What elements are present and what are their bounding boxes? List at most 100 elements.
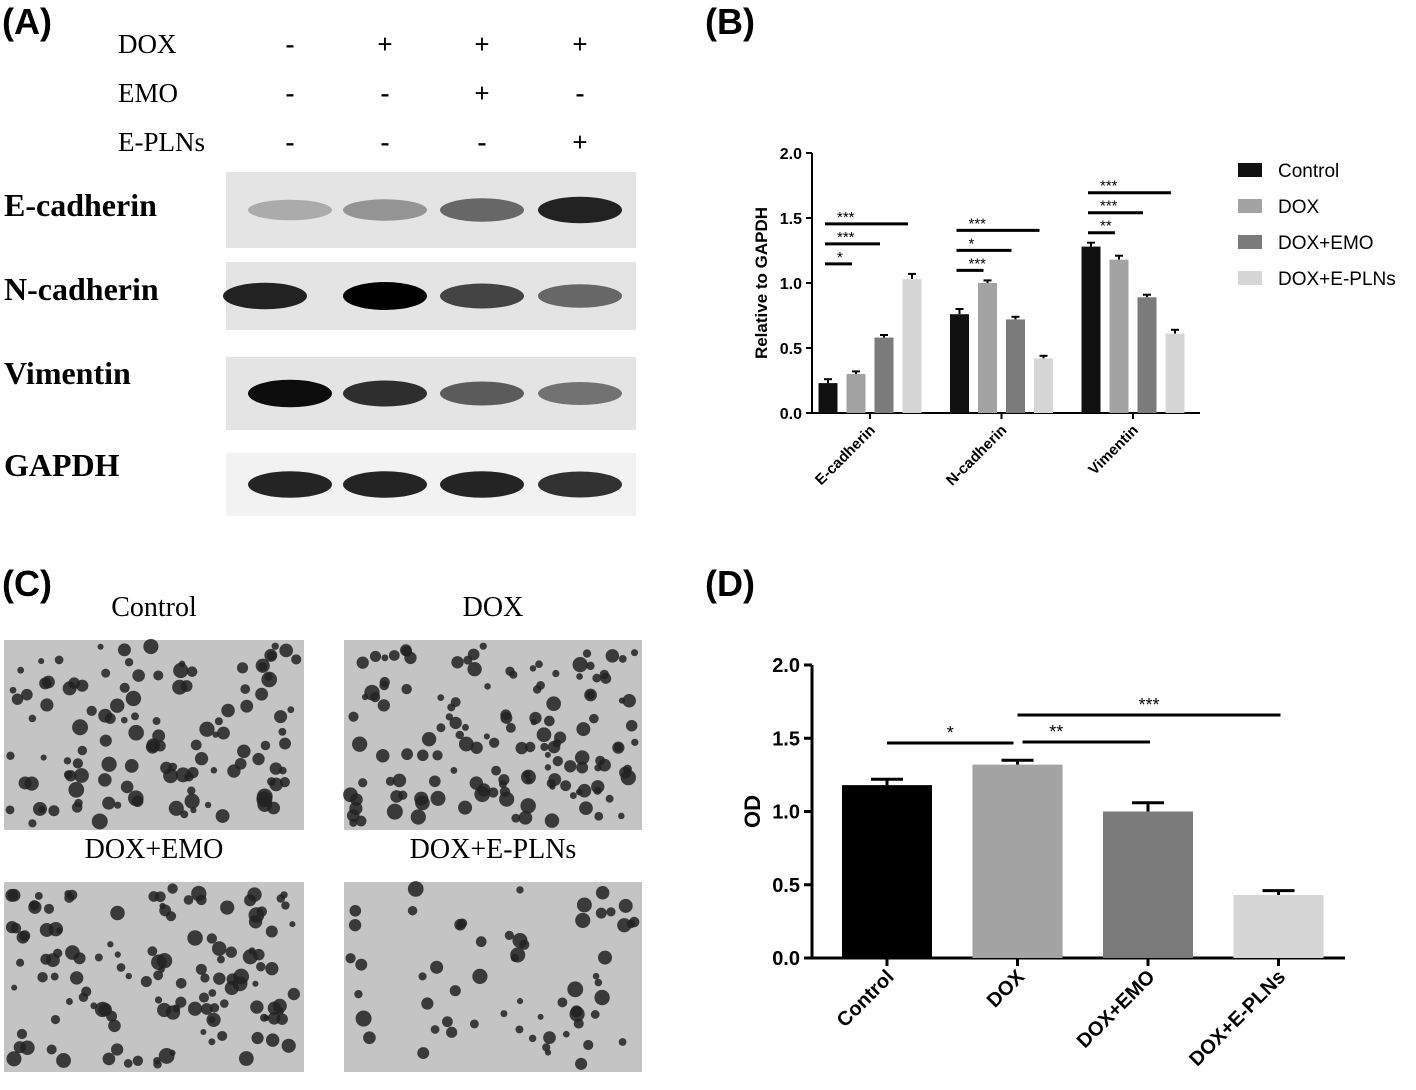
- cell: [32, 801, 47, 816]
- cell: [148, 891, 160, 902]
- cell: [469, 1019, 479, 1029]
- blot-band: [248, 379, 332, 408]
- cell: [483, 733, 490, 740]
- cell: [131, 712, 139, 721]
- cell: [532, 685, 542, 694]
- cell: [260, 740, 271, 751]
- cell: [470, 741, 483, 754]
- cell: [187, 930, 203, 946]
- cell: [101, 668, 111, 678]
- cell: [582, 649, 592, 658]
- x-tick-label: Control: [833, 966, 899, 1032]
- cell: [72, 758, 84, 769]
- cell: [180, 810, 189, 819]
- cell: [592, 972, 600, 980]
- bar: [1103, 811, 1193, 958]
- cell: [363, 1031, 376, 1045]
- cell: [264, 648, 278, 662]
- x-tick-label: DOX: [983, 966, 1030, 1013]
- cell: [272, 998, 287, 1013]
- cell: [123, 1059, 133, 1068]
- cell: [401, 683, 412, 695]
- cell: [190, 739, 202, 751]
- cell: [114, 951, 121, 958]
- cell: [159, 904, 172, 917]
- cell: [398, 790, 408, 800]
- cell: [407, 881, 424, 897]
- cell: [469, 776, 484, 790]
- cell: [46, 1044, 57, 1055]
- cell: [128, 724, 144, 741]
- cell: [220, 900, 235, 915]
- cell: [43, 903, 55, 914]
- legend-label: DOX+EMO: [1278, 233, 1374, 254]
- cell: [488, 737, 500, 748]
- cell: [252, 752, 265, 766]
- cell: [50, 1014, 61, 1025]
- cell: [183, 895, 194, 905]
- cell: [377, 699, 391, 712]
- cell: [39, 677, 52, 690]
- cell: [381, 654, 389, 662]
- cell: [449, 716, 462, 730]
- significance-label: *: [837, 249, 843, 266]
- blot-band: [538, 382, 622, 405]
- y-tick-label: 2.0: [780, 146, 802, 163]
- cell: [576, 897, 592, 913]
- blot-band: [440, 283, 524, 309]
- cell: [631, 738, 639, 746]
- legend-swatch: [1238, 199, 1262, 213]
- cell: [200, 973, 210, 983]
- treatment-sign: +: [474, 78, 489, 108]
- cell: [63, 770, 73, 780]
- cell: [227, 764, 241, 778]
- cell: [152, 717, 161, 725]
- cell: [131, 795, 144, 808]
- significance-label: ***: [837, 229, 855, 246]
- blot-band: [343, 471, 427, 498]
- cell: [515, 741, 528, 755]
- cell: [16, 958, 25, 967]
- cell: [163, 768, 178, 784]
- cell: [618, 898, 633, 913]
- bar: [1109, 259, 1129, 413]
- micrograph: [344, 882, 642, 1072]
- cell: [187, 766, 199, 779]
- cell: [572, 657, 588, 673]
- cell: [600, 673, 612, 684]
- cell: [379, 680, 389, 691]
- cell: [491, 765, 502, 776]
- cell: [99, 734, 112, 747]
- cell: [219, 999, 229, 1008]
- cell: [479, 642, 487, 650]
- cell: [40, 754, 47, 761]
- panel-label: (C): [2, 563, 52, 604]
- cell: [605, 794, 614, 803]
- cell: [10, 922, 22, 934]
- cell: [5, 805, 15, 815]
- treatment-sign: -: [286, 78, 295, 108]
- bar: [1137, 297, 1157, 413]
- cell: [217, 726, 230, 740]
- cell: [278, 766, 287, 775]
- cell: [120, 780, 134, 794]
- cell: [450, 766, 458, 774]
- blot-band: [440, 198, 524, 222]
- micrograph-label: Control: [111, 592, 197, 623]
- bar: [818, 383, 838, 413]
- treatment-sign: +: [572, 127, 587, 157]
- cell: [546, 696, 561, 712]
- cell: [510, 953, 519, 962]
- micrograph-label: DOX: [463, 592, 524, 623]
- bar: [978, 283, 997, 413]
- cell: [54, 655, 64, 665]
- cell: [617, 918, 632, 933]
- cell: [281, 901, 290, 910]
- cell: [618, 1038, 627, 1046]
- cell: [20, 1040, 35, 1055]
- cell: [158, 966, 165, 973]
- cell: [529, 665, 537, 672]
- cell: [525, 777, 532, 784]
- bar: [1081, 246, 1101, 413]
